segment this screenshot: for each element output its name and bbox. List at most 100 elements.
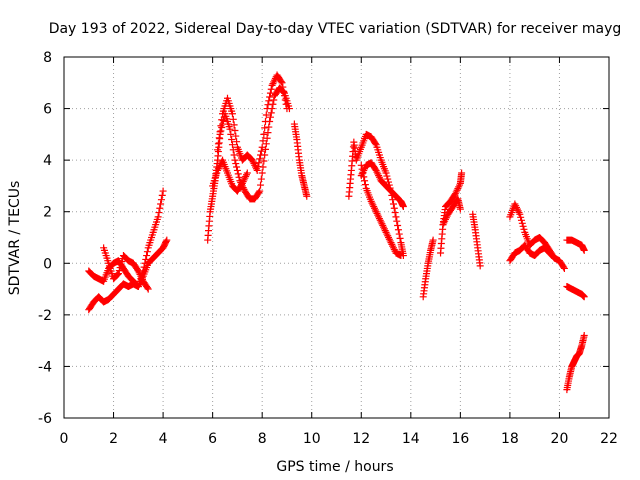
y-tick-label: -2 — [38, 308, 52, 324]
data-point — [515, 209, 523, 217]
data-point — [138, 276, 146, 284]
data-point — [580, 331, 588, 339]
data-point — [227, 130, 235, 138]
data-point — [266, 89, 274, 97]
data-point — [133, 266, 141, 274]
data-point — [232, 132, 240, 140]
data-point — [375, 215, 383, 223]
data-point — [367, 197, 375, 205]
data-point — [387, 239, 395, 247]
data-point — [383, 230, 391, 238]
data-point — [277, 77, 285, 85]
series-s17 — [563, 236, 588, 254]
data-point — [513, 205, 521, 213]
data-point — [255, 188, 263, 196]
data-point — [144, 285, 152, 293]
data-point — [513, 203, 521, 211]
data-point — [226, 125, 234, 133]
data-point — [238, 181, 246, 189]
data-point — [371, 139, 379, 147]
data-point — [303, 192, 311, 200]
data-point — [235, 173, 243, 181]
data-point — [134, 267, 142, 275]
data-point — [257, 175, 265, 183]
x-tick-label: 22 — [600, 431, 618, 447]
data-point — [234, 170, 242, 178]
data-point — [233, 138, 241, 146]
data-point — [217, 122, 225, 130]
data-point — [394, 226, 402, 234]
data-point — [439, 221, 447, 229]
data-point — [268, 81, 276, 89]
data-point — [154, 213, 162, 221]
data-point — [370, 203, 378, 211]
series-s9 — [357, 159, 407, 211]
data-point — [373, 168, 381, 176]
data-point — [359, 169, 367, 177]
data-point — [262, 140, 270, 148]
data-point — [218, 123, 226, 131]
data-point — [375, 173, 383, 181]
data-point — [248, 156, 256, 164]
data-point — [250, 160, 258, 168]
x-tick-label: 8 — [258, 431, 267, 447]
data-point — [261, 124, 269, 132]
data-point — [229, 115, 237, 123]
x-tick-label: 14 — [402, 431, 420, 447]
data-point — [269, 80, 277, 88]
data-points — [85, 71, 588, 394]
data-point — [270, 78, 278, 86]
data-point — [231, 126, 239, 134]
data-point — [243, 169, 251, 177]
data-point — [390, 204, 398, 212]
data-point — [386, 237, 394, 245]
data-point — [380, 223, 388, 231]
data-point — [282, 100, 290, 108]
y-tick-label: -4 — [38, 359, 52, 375]
data-point — [517, 216, 525, 224]
data-point — [440, 219, 448, 227]
data-point — [228, 141, 236, 149]
data-point — [371, 165, 379, 173]
data-point — [162, 237, 170, 245]
data-point — [136, 270, 144, 278]
data-point — [215, 134, 223, 142]
data-point — [393, 217, 401, 225]
series-s10 — [357, 161, 405, 260]
data-point — [240, 176, 248, 184]
data-point — [280, 92, 288, 100]
data-point — [258, 169, 266, 177]
data-point — [442, 215, 449, 223]
data-point — [279, 83, 287, 91]
data-point — [384, 175, 392, 183]
data-point — [374, 211, 382, 219]
data-point — [391, 209, 399, 217]
x-tick-label: 2 — [109, 431, 118, 447]
data-point — [257, 151, 265, 159]
data-point — [385, 235, 393, 243]
data-point — [375, 213, 383, 221]
y-tick-label: -6 — [38, 411, 52, 427]
data-point — [455, 183, 463, 191]
data-point — [257, 181, 265, 189]
data-point — [140, 263, 148, 271]
data-point — [378, 220, 386, 228]
data-point — [382, 169, 390, 177]
data-point — [520, 225, 528, 233]
x-tick-label: 10 — [303, 431, 321, 447]
data-point — [214, 165, 222, 173]
data-point — [280, 87, 288, 95]
data-point — [260, 130, 268, 138]
data-point — [137, 272, 145, 280]
data-point — [392, 213, 400, 221]
data-point — [380, 225, 388, 233]
data-point — [261, 117, 269, 125]
data-point — [259, 137, 267, 145]
data-point — [265, 97, 273, 105]
data-point — [266, 93, 274, 101]
data-point — [267, 85, 275, 93]
data-point — [368, 199, 376, 207]
data-point — [214, 146, 222, 154]
data-point — [550, 253, 558, 261]
